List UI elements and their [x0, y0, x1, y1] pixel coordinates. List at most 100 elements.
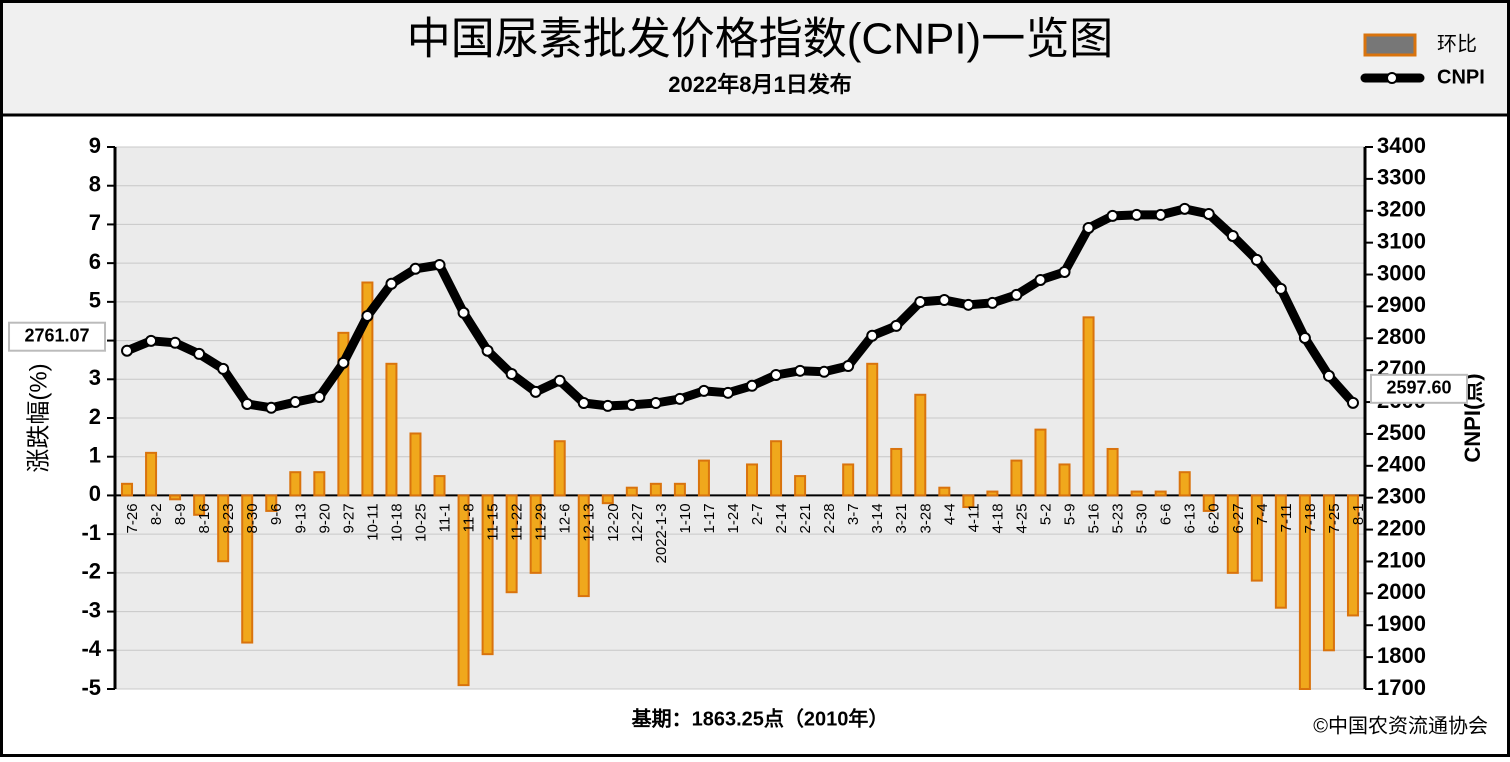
point: [842, 360, 855, 373]
point: [1298, 331, 1311, 344]
bar: [481, 494, 494, 656]
point: [962, 298, 975, 311]
bar: [770, 440, 783, 497]
point: [577, 397, 590, 410]
y-tick-label: -3: [81, 597, 101, 622]
y-axis-label: 涨跌幅(%): [25, 363, 52, 472]
legend-label: 环比: [1437, 32, 1477, 55]
bar: [1322, 494, 1335, 652]
bar: [601, 494, 614, 505]
bar: [1202, 494, 1215, 512]
point: [169, 336, 182, 349]
bar: [866, 362, 879, 497]
bar: [1106, 447, 1119, 497]
point: [1178, 202, 1191, 215]
legend-label: CNPI: [1437, 66, 1485, 88]
bar: [169, 494, 182, 501]
point: [625, 398, 638, 411]
x-tick-label: 7-25: [1326, 503, 1343, 533]
point: [1202, 207, 1215, 220]
x-tick-label: 7-18: [1302, 503, 1319, 533]
x-tick-label: 2-7: [749, 503, 766, 525]
x-tick-label: 6-6: [1158, 503, 1175, 525]
point: [746, 379, 759, 392]
bar: [121, 482, 134, 497]
x-tick-label: 11-29: [533, 503, 550, 540]
x-tick-label: 12-6: [557, 503, 574, 533]
x-tick-label: 8-16: [196, 503, 213, 533]
x-tick-label: 7-26: [124, 503, 141, 533]
legend-swatch: [1363, 33, 1417, 57]
point: [1226, 229, 1239, 242]
bar: [673, 482, 686, 497]
y2-tick-label: 1900: [1377, 611, 1426, 636]
x-tick-label: 9-20: [316, 503, 333, 533]
bar: [746, 463, 759, 497]
x-tick-label: 7-4: [1254, 503, 1271, 525]
bar: [890, 447, 903, 497]
y-tick-label: 9: [89, 133, 101, 158]
point: [289, 396, 302, 409]
point: [121, 344, 134, 357]
y-tick-label: -1: [81, 520, 101, 545]
y2-tick-label: 2100: [1377, 547, 1426, 572]
point: [1250, 253, 1263, 266]
point: [1130, 208, 1143, 221]
bar: [217, 494, 230, 563]
x-tick-label: 8-23: [220, 503, 237, 533]
x-tick-label: 3-14: [869, 503, 886, 533]
bar: [1082, 316, 1095, 497]
bar: [265, 494, 278, 512]
bar: [289, 471, 302, 497]
value-label: 2597.60: [1386, 378, 1451, 398]
point: [649, 397, 662, 410]
point: [601, 399, 614, 412]
point: [890, 319, 903, 332]
x-tick-label: 5-16: [1086, 503, 1103, 533]
bar: [1154, 490, 1167, 497]
x-tick-label: 12-27: [629, 503, 646, 541]
bar: [1250, 494, 1263, 582]
bar: [337, 331, 350, 497]
bar: [553, 440, 566, 497]
x-tick-label: 1-24: [725, 503, 742, 533]
y-tick-label: 3: [89, 365, 101, 390]
point: [1322, 369, 1335, 382]
point: [1274, 282, 1287, 295]
y2-tick-label: 3000: [1377, 260, 1426, 285]
y-tick-label: 7: [89, 210, 101, 235]
x-tick-label: 6-20: [1206, 503, 1223, 533]
point: [505, 368, 518, 381]
bar: [1226, 494, 1239, 574]
bar: [313, 471, 326, 497]
bar: [145, 451, 158, 497]
header-bg: [3, 3, 1507, 114]
point: [986, 296, 999, 309]
x-tick-label: 3-28: [917, 503, 934, 533]
x-tick-label: 6-13: [1182, 503, 1199, 533]
note: 基期：1863.25点（2010年）: [632, 706, 889, 730]
y2-tick-label: 3200: [1377, 197, 1426, 222]
bar: [361, 281, 374, 497]
x-tick-label: 1-10: [677, 503, 694, 533]
bar: [1034, 428, 1047, 497]
point: [313, 390, 326, 403]
x-tick-label: 10-11: [364, 503, 381, 540]
bar: [457, 494, 470, 687]
x-tick-label: 11-1: [436, 503, 453, 532]
x-tick-label: 2-28: [821, 503, 838, 533]
point: [697, 384, 710, 397]
y-tick-label: 1: [89, 443, 101, 468]
point: [770, 368, 783, 381]
point: [1034, 273, 1047, 286]
bar: [938, 486, 951, 497]
y2-tick-label: 2400: [1377, 452, 1426, 477]
bar: [241, 494, 254, 644]
x-tick-label: 4-4: [941, 503, 958, 525]
point: [553, 374, 566, 387]
point: [529, 385, 542, 398]
y2-tick-label: 2500: [1377, 420, 1426, 445]
x-tick-label: 4-25: [1013, 503, 1030, 533]
x-tick-label: 4-11: [965, 503, 982, 532]
bar: [1010, 459, 1023, 497]
